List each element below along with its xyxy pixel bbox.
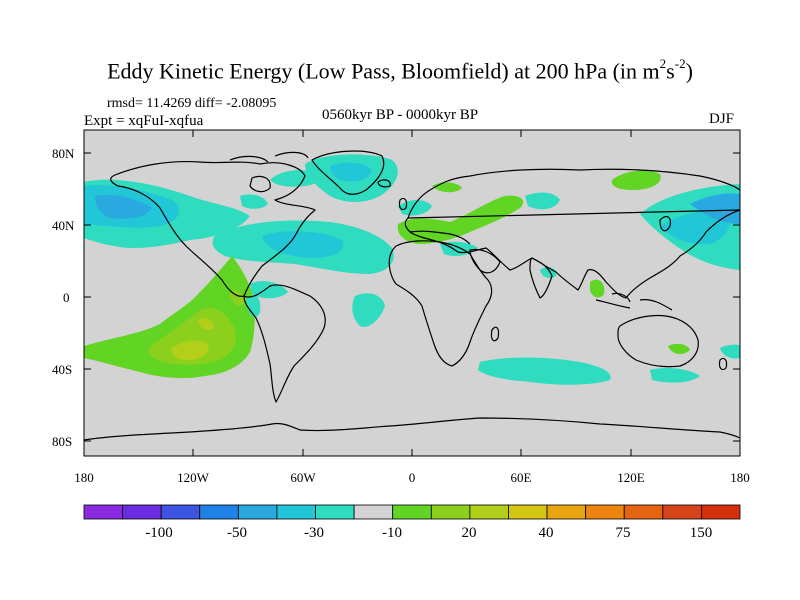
colorbar-swatch: [122, 504, 162, 520]
colorbar-swatch: [701, 504, 741, 520]
x-axis-label: 120W: [177, 470, 210, 485]
colorbar-swatch: [160, 504, 201, 520]
anomaly-region-south-pacific-max-2: [198, 318, 214, 330]
colorbar-label: -50: [227, 525, 247, 541]
x-axis-label: 60W: [290, 470, 316, 485]
colorbar-swatch: [469, 504, 509, 520]
anomaly-region-tropical-atlantic: [352, 293, 385, 327]
coastline-greenland: [311, 150, 385, 195]
coastline-mediterranean: [409, 230, 471, 245]
x-axis-label: 60E: [511, 470, 532, 485]
colorbar-swatch: [430, 504, 471, 520]
colorbar-swatch: [353, 504, 394, 520]
anomaly-region-north-pacific-max: [95, 194, 152, 219]
anomaly-region-greenland-core: [330, 162, 372, 182]
chart-title: Eddy Kinetic Energy (Low Pass, Bloomfiel…: [107, 56, 693, 84]
y-axis-label: 80S: [52, 434, 72, 449]
y-axis-label: 80N: [52, 146, 75, 161]
anomaly-region-south-australia: [650, 368, 700, 383]
coastline-north-america: [110, 161, 316, 297]
coastline-africa: [388, 240, 493, 367]
anomaly-region-tasman: [668, 343, 690, 355]
season-label: DJF: [709, 111, 735, 127]
y-axis-label: 40N: [52, 218, 75, 233]
coastline-new-zealand: [718, 357, 728, 371]
colorbar-label: 75: [616, 525, 631, 541]
y-axis-label: 0: [63, 290, 70, 305]
anomaly-region-central-asia: [525, 192, 560, 210]
colorbar-swatch: [237, 504, 278, 520]
anomaly-region-siberia: [611, 170, 661, 190]
anomaly-region-southern-indian-ocean: [478, 357, 611, 385]
anomaly-region-southwest-pacific: [720, 344, 740, 359]
colorbar-label: -10: [382, 525, 402, 541]
coastlines: [84, 150, 740, 441]
period-label: 0560kyr BP - 0000kyr BP: [322, 107, 479, 123]
coastline-arabia: [469, 248, 501, 274]
colorbar-label: 150: [690, 525, 713, 541]
anomaly-region-indochina: [590, 279, 605, 298]
colorbar-swatch: [546, 504, 587, 520]
coastline-japan: [659, 216, 671, 232]
colorbar-swatch: [508, 504, 548, 520]
coastline-arctic-islands: [229, 151, 309, 163]
anomaly-region-canada: [270, 170, 321, 187]
colorbar-label: -30: [304, 525, 324, 541]
axis-ticks: [84, 130, 740, 456]
coastline-south-america: [243, 284, 326, 403]
x-axis-label: 120E: [617, 470, 645, 485]
anomaly-region-nw-pacific-core: [660, 209, 730, 245]
coastline-antarctica: [84, 417, 740, 441]
colorbar-swatch: [83, 504, 123, 520]
anomaly-field: [84, 154, 740, 385]
stats-text: rmsd= 11.4269 diff= -2.08095: [107, 96, 277, 111]
x-axis-label: 180: [730, 470, 750, 485]
coastline-australia: [617, 314, 699, 368]
colorbar: [83, 504, 741, 520]
colorbar-swatch: [585, 504, 625, 520]
coastline-indonesia: [595, 292, 673, 311]
colorbar-swatch: [623, 504, 664, 520]
anomaly-region-nw-pacific-max: [690, 193, 740, 224]
colorbar-swatch: [392, 504, 432, 520]
x-axis-label: 180: [74, 470, 94, 485]
colorbar-label: -100: [145, 525, 173, 541]
y-axis-label: 40S: [52, 362, 72, 377]
colorbar-swatch: [662, 504, 702, 520]
coastline-eurasia: [404, 168, 740, 299]
colorbar-label: 20: [462, 525, 477, 541]
anomaly-region-south-pacific-core: [148, 307, 236, 365]
colorbar-swatch: [315, 504, 355, 520]
anomaly-region-south-pacific-east: [230, 290, 245, 306]
coastline-hudson-bay: [249, 175, 271, 193]
anomaly-region-south-pacific-max: [171, 340, 209, 360]
coastline-britain: [398, 197, 408, 211]
x-axis-label: 0: [409, 470, 416, 485]
experiment-label: Expt = xqFuI-xqfua: [84, 113, 204, 129]
colorbar-swatch: [276, 504, 316, 520]
colorbar-label: 40: [539, 525, 554, 541]
anomaly-region-southeast-pacific: [246, 295, 261, 318]
coastline-madagascar: [490, 326, 500, 342]
anomaly-region-north-atlantic-core: [262, 231, 344, 258]
anomaly-region-canada-2: [240, 194, 268, 209]
coastline-iceland: [377, 179, 391, 188]
colorbar-swatch: [199, 504, 239, 520]
coastline-india: [529, 257, 553, 299]
